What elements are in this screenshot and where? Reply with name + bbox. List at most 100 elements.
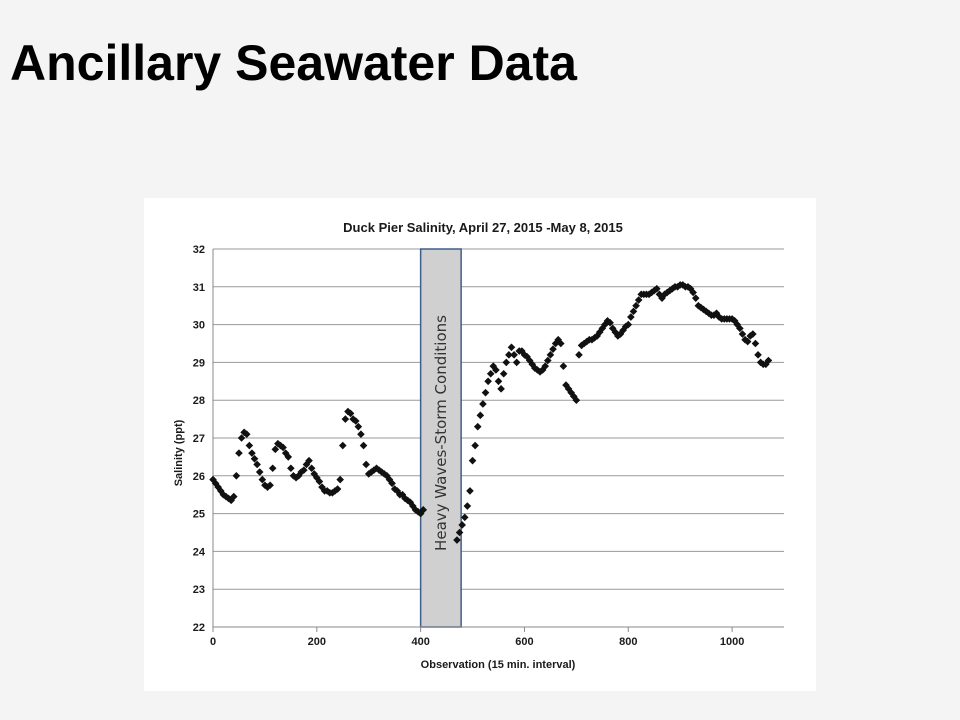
data-point bbox=[289, 472, 298, 480]
chart-panel: Duck Pier Salinity, April 27, 2015 -May … bbox=[144, 198, 816, 691]
storm-band-label: Heavy Waves-Storm Conditions bbox=[432, 315, 450, 551]
salinity-chart: Duck Pier Salinity, April 27, 2015 -May … bbox=[173, 220, 784, 671]
data-point bbox=[274, 439, 282, 448]
data-point bbox=[323, 487, 331, 495]
data-point bbox=[764, 356, 773, 365]
data-point bbox=[494, 377, 503, 386]
data-point bbox=[315, 477, 324, 486]
data-point bbox=[398, 490, 407, 499]
data-point bbox=[479, 400, 487, 408]
data-point bbox=[710, 311, 718, 319]
y-tick-label: 22 bbox=[193, 622, 205, 634]
data-point bbox=[372, 464, 381, 473]
chart-title: Duck Pier Salinity, April 27, 2015 -May … bbox=[343, 220, 623, 235]
x-tick-label: 200 bbox=[308, 636, 326, 648]
data-point bbox=[338, 441, 347, 450]
data-point bbox=[629, 307, 638, 316]
data-point bbox=[401, 494, 409, 503]
y-tick-label: 26 bbox=[193, 471, 205, 483]
data-point bbox=[211, 479, 220, 488]
data-point bbox=[380, 470, 389, 478]
data-point bbox=[245, 441, 254, 450]
data-point bbox=[258, 475, 267, 484]
data-point bbox=[294, 472, 303, 480]
data-point bbox=[460, 513, 469, 522]
data-point bbox=[357, 430, 365, 439]
data-point bbox=[619, 326, 627, 335]
data-point bbox=[364, 470, 373, 478]
x-axis-label: Observation (15 min. interval) bbox=[421, 659, 576, 671]
data-point bbox=[344, 407, 352, 416]
data-point bbox=[564, 385, 573, 393]
data-point bbox=[486, 369, 495, 378]
data-point bbox=[497, 385, 505, 393]
storm-band: Heavy Waves-Storm Conditions bbox=[419, 248, 462, 628]
storm-band-rect bbox=[419, 248, 462, 628]
y-tick-label: 24 bbox=[193, 546, 206, 558]
x-tick-label: 800 bbox=[619, 636, 637, 648]
data-point bbox=[533, 366, 542, 374]
data-point bbox=[484, 377, 492, 386]
data-point bbox=[359, 441, 368, 450]
data-point bbox=[653, 284, 661, 293]
data-point bbox=[263, 483, 272, 491]
data-point bbox=[572, 396, 581, 404]
data-point bbox=[489, 362, 498, 370]
y-tick-label: 30 bbox=[193, 320, 205, 332]
data-point bbox=[328, 489, 337, 497]
data-point bbox=[453, 536, 461, 544]
data-point bbox=[606, 318, 614, 327]
data-point bbox=[367, 468, 376, 476]
data-point bbox=[209, 475, 217, 484]
data-point bbox=[544, 356, 552, 365]
data-point bbox=[546, 351, 555, 359]
data-point bbox=[292, 473, 300, 482]
data-point bbox=[704, 309, 713, 318]
y-tick-label: 27 bbox=[193, 433, 205, 445]
data-point bbox=[512, 358, 521, 367]
data-point bbox=[419, 506, 428, 514]
data-point bbox=[393, 487, 402, 495]
data-point bbox=[738, 330, 747, 338]
data-point bbox=[632, 301, 640, 310]
data-point bbox=[715, 313, 723, 321]
y-tick-label: 29 bbox=[193, 357, 205, 369]
data-point bbox=[481, 388, 490, 397]
data-point bbox=[616, 330, 625, 338]
data-point bbox=[754, 351, 762, 359]
data-point bbox=[248, 449, 256, 457]
data-point bbox=[354, 422, 363, 431]
data-point bbox=[689, 288, 697, 297]
y-tick-label: 32 bbox=[193, 244, 205, 256]
data-point bbox=[466, 487, 474, 495]
data-point bbox=[271, 445, 280, 454]
data-point bbox=[279, 443, 287, 452]
data-point bbox=[471, 441, 479, 450]
x-tick-label: 0 bbox=[210, 636, 216, 648]
y-tick-label: 23 bbox=[193, 584, 205, 596]
data-point bbox=[255, 468, 264, 476]
data-point bbox=[362, 460, 370, 469]
data-point bbox=[556, 339, 565, 348]
data-point bbox=[601, 320, 609, 329]
y-tick-label: 25 bbox=[193, 509, 205, 521]
x-tick-label: 400 bbox=[411, 636, 429, 648]
data-point bbox=[341, 415, 350, 423]
x-tick-label: 1000 bbox=[720, 636, 744, 648]
data-point bbox=[242, 430, 251, 439]
data-point bbox=[351, 417, 360, 425]
data-point bbox=[473, 422, 482, 431]
data-point bbox=[575, 351, 583, 359]
data-point bbox=[567, 388, 575, 397]
data-points bbox=[209, 281, 773, 544]
slide-title: Ancillary Seawater Data bbox=[10, 35, 577, 91]
data-point bbox=[536, 368, 544, 376]
data-point bbox=[507, 343, 516, 352]
data-point bbox=[385, 475, 394, 484]
data-point bbox=[749, 330, 757, 338]
data-point bbox=[375, 466, 383, 474]
data-point bbox=[751, 339, 760, 348]
data-point bbox=[268, 464, 277, 473]
data-point bbox=[261, 481, 269, 490]
data-point bbox=[733, 320, 742, 329]
